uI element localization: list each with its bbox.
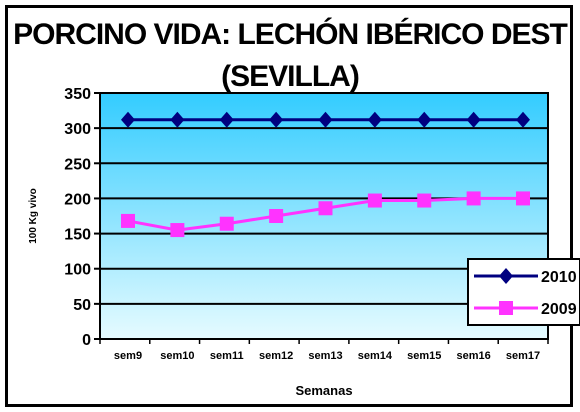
chart-title-line1: PORCINO VIDA: LECHÓN IBÉRICO DEST (13, 18, 568, 51)
data-point (219, 111, 234, 128)
y-tick-label: 300 (64, 121, 91, 138)
y-tick-label: 200 (64, 191, 91, 208)
y-tick-label: 50 (73, 297, 91, 314)
x-axis-label: Semanas (295, 383, 352, 398)
legend-marker (499, 268, 513, 284)
series-2009 (121, 191, 530, 238)
data-point (417, 193, 432, 208)
y-tick-label: 250 (64, 156, 91, 173)
series-2010 (121, 111, 530, 128)
x-tick-label: sem15 (407, 350, 441, 362)
x-tick-label: sem10 (160, 350, 194, 362)
legend-marker (499, 301, 513, 315)
data-point (121, 213, 135, 228)
data-point (516, 111, 530, 128)
data-point (121, 111, 135, 128)
data-point (516, 191, 530, 206)
data-point (219, 216, 234, 231)
data-point (367, 193, 382, 208)
data-point (318, 201, 333, 216)
y-tick-label: 150 (64, 227, 91, 244)
data-point (367, 111, 382, 128)
y-axis-label: 100 Kg vivo (28, 188, 39, 244)
y-tick-label: 100 (64, 262, 91, 279)
x-tick-label: sem13 (308, 350, 342, 362)
legend-box (467, 258, 580, 326)
data-point (466, 111, 481, 128)
x-tick-label: sem12 (259, 350, 293, 362)
data-point (269, 209, 284, 223)
y-tick-label: 0 (82, 332, 91, 349)
data-point (318, 111, 333, 128)
data-point (170, 223, 185, 238)
x-tick-label: sem14 (358, 350, 393, 362)
x-tick-label: sem16 (456, 350, 490, 362)
data-point (417, 111, 432, 128)
data-point (466, 191, 481, 206)
x-tick-label: sem9 (114, 350, 142, 362)
y-tick-label: 350 (64, 86, 91, 103)
chart-title-line2: (SEVILLA) (221, 60, 360, 93)
x-tick-label: sem11 (210, 350, 244, 362)
data-point (269, 111, 284, 128)
legend-label: 2009 (541, 301, 577, 318)
x-tick-label: sem17 (506, 350, 540, 362)
data-point (170, 111, 185, 128)
legend-label: 2010 (541, 269, 577, 286)
